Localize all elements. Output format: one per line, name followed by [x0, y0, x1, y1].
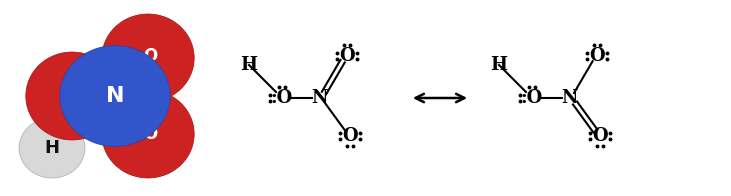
Ellipse shape [102, 14, 194, 102]
Ellipse shape [102, 90, 194, 178]
Text: O: O [338, 47, 355, 65]
Text: O: O [60, 87, 74, 105]
Text: N: N [561, 89, 578, 107]
Text: :O: :O [521, 89, 543, 107]
Text: N: N [311, 89, 328, 107]
Text: O: O [143, 125, 157, 143]
Text: H: H [240, 56, 257, 74]
Text: O: O [143, 47, 157, 65]
Ellipse shape [60, 46, 170, 146]
Ellipse shape [26, 52, 118, 140]
Text: H: H [491, 56, 507, 74]
Text: O: O [593, 127, 608, 145]
Text: :O: :O [271, 89, 293, 107]
Text: O: O [588, 47, 605, 65]
Text: N: N [106, 86, 124, 106]
Ellipse shape [19, 118, 85, 178]
Text: O: O [343, 127, 358, 145]
Text: H: H [45, 139, 59, 157]
